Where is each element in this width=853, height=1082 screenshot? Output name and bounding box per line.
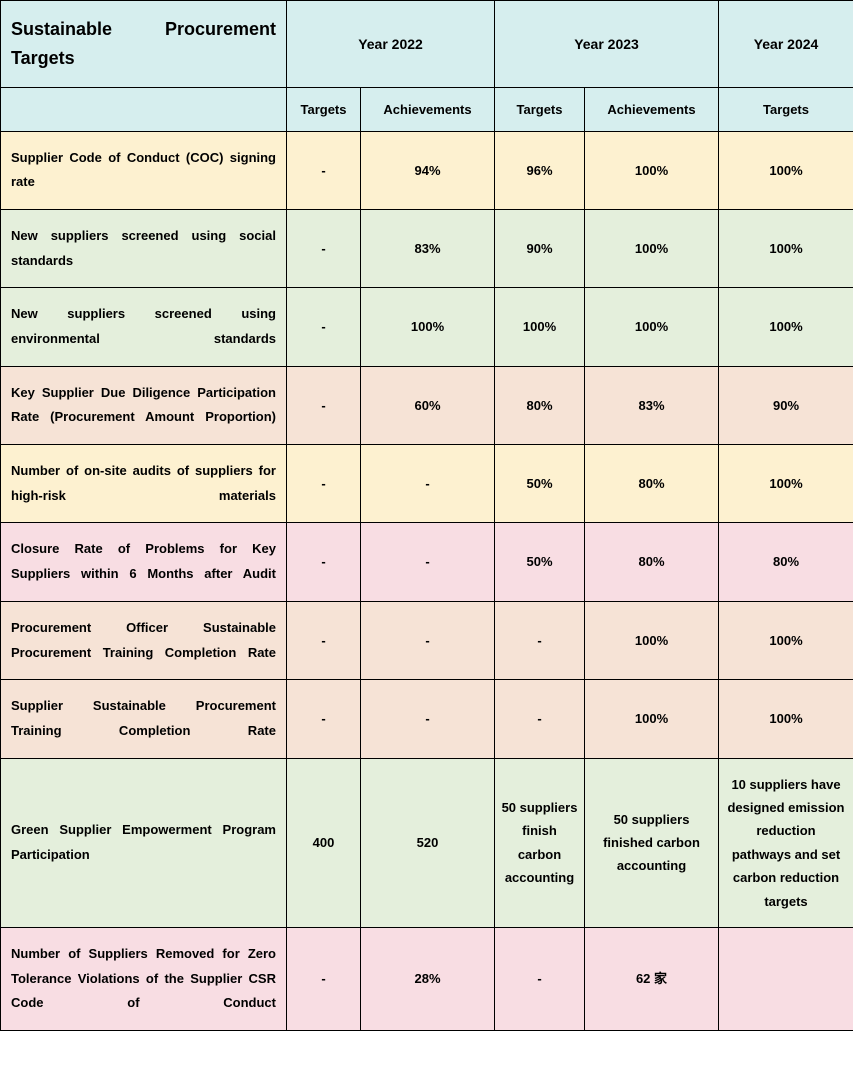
data-cell: 50 suppliers finished carbon accounting: [585, 758, 719, 927]
data-cell: 100%: [719, 131, 853, 209]
data-cell: 100%: [585, 131, 719, 209]
data-cell: 90%: [719, 366, 853, 444]
data-cell: 62 家: [585, 927, 719, 1030]
data-cell: [719, 927, 853, 1030]
data-cell: 80%: [719, 523, 853, 601]
data-cell: 94%: [361, 131, 495, 209]
procurement-targets-table: Sustainable Procurement Targets Year 202…: [0, 0, 853, 1031]
row-label: New suppliers screened using social stan…: [1, 209, 287, 287]
data-cell: 80%: [585, 445, 719, 523]
table-body: Supplier Code of Conduct (COC) signing r…: [1, 131, 853, 1030]
row-label: Closure Rate of Problems for Key Supplie…: [1, 523, 287, 601]
table-row: Number of Suppliers Removed for Zero Tol…: [1, 927, 853, 1030]
sub-achievements-2022: Achievements: [361, 87, 495, 131]
sub-targets-2024: Targets: [719, 87, 853, 131]
data-cell: 28%: [361, 927, 495, 1030]
data-cell: -: [287, 927, 361, 1030]
data-cell: -: [361, 445, 495, 523]
table-row: Procurement Officer Sustainable Procurem…: [1, 601, 853, 679]
table-row: Supplier Code of Conduct (COC) signing r…: [1, 131, 853, 209]
table-row: New suppliers screened using social stan…: [1, 209, 853, 287]
data-cell: 83%: [361, 209, 495, 287]
data-cell: -: [287, 680, 361, 758]
data-cell: -: [361, 523, 495, 601]
sub-achievements-2023: Achievements: [585, 87, 719, 131]
data-cell: -: [287, 523, 361, 601]
data-cell: 100%: [585, 288, 719, 366]
year-2022-header: Year 2022: [287, 1, 495, 88]
data-cell: -: [287, 366, 361, 444]
data-cell: -: [287, 209, 361, 287]
year-2024-header: Year 2024: [719, 1, 853, 88]
row-label: Procurement Officer Sustainable Procurem…: [1, 601, 287, 679]
data-cell: 100%: [585, 680, 719, 758]
row-label: Number of on-site audits of suppliers fo…: [1, 445, 287, 523]
table-row: Closure Rate of Problems for Key Supplie…: [1, 523, 853, 601]
sub-targets-2022: Targets: [287, 87, 361, 131]
data-cell: 50 suppliers finish carbon accounting: [495, 758, 585, 927]
data-cell: 100%: [585, 209, 719, 287]
data-cell: 90%: [495, 209, 585, 287]
row-label: New suppliers screened using environment…: [1, 288, 287, 366]
table-title: Sustainable Procurement Targets: [1, 1, 287, 88]
blank-subheader: [1, 87, 287, 131]
data-cell: -: [287, 601, 361, 679]
row-label: Key Supplier Due Diligence Participation…: [1, 366, 287, 444]
data-cell: -: [287, 131, 361, 209]
data-cell: 100%: [719, 288, 853, 366]
data-cell: 100%: [495, 288, 585, 366]
row-label: Supplier Code of Conduct (COC) signing r…: [1, 131, 287, 209]
row-label: Number of Suppliers Removed for Zero Tol…: [1, 927, 287, 1030]
data-cell: 400: [287, 758, 361, 927]
data-cell: -: [495, 601, 585, 679]
data-cell: -: [495, 927, 585, 1030]
data-cell: 10 suppliers have designed emission redu…: [719, 758, 853, 927]
data-cell: 60%: [361, 366, 495, 444]
sub-targets-2023: Targets: [495, 87, 585, 131]
data-cell: 83%: [585, 366, 719, 444]
data-cell: -: [361, 680, 495, 758]
data-cell: -: [361, 601, 495, 679]
data-cell: 100%: [719, 209, 853, 287]
data-cell: 100%: [361, 288, 495, 366]
data-cell: -: [287, 445, 361, 523]
data-cell: -: [287, 288, 361, 366]
data-cell: 50%: [495, 523, 585, 601]
row-label: Supplier Sustainable Procurement Trainin…: [1, 680, 287, 758]
table-row: Number of on-site audits of suppliers fo…: [1, 445, 853, 523]
data-cell: 100%: [719, 680, 853, 758]
year-2023-header: Year 2023: [495, 1, 719, 88]
data-cell: 80%: [495, 366, 585, 444]
row-label: Green Supplier Empowerment Program Parti…: [1, 758, 287, 927]
data-cell: 96%: [495, 131, 585, 209]
data-cell: 520: [361, 758, 495, 927]
table-header: Sustainable Procurement Targets Year 202…: [1, 1, 853, 132]
data-cell: 80%: [585, 523, 719, 601]
data-cell: 100%: [585, 601, 719, 679]
table-row: Green Supplier Empowerment Program Parti…: [1, 758, 853, 927]
table-row: Key Supplier Due Diligence Participation…: [1, 366, 853, 444]
data-cell: 100%: [719, 601, 853, 679]
table-row: Supplier Sustainable Procurement Trainin…: [1, 680, 853, 758]
table-row: New suppliers screened using environment…: [1, 288, 853, 366]
data-cell: 50%: [495, 445, 585, 523]
data-cell: 100%: [719, 445, 853, 523]
data-cell: -: [495, 680, 585, 758]
